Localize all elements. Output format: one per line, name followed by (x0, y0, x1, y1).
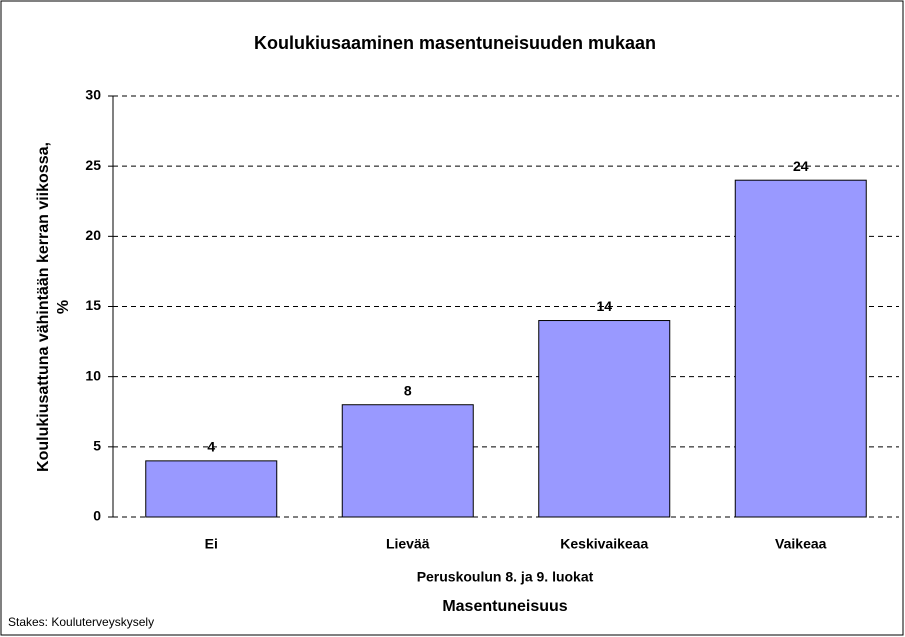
y-tick-label: 20 (85, 227, 101, 243)
x-tick-label: Vaikeaa (775, 536, 827, 552)
y-axis-label: % (55, 300, 72, 314)
x-tick-label: Keskivaikeaa (560, 536, 648, 552)
bar (145, 460, 278, 518)
x-subtitle: Peruskoulun 8. ja 9. luokat (417, 569, 594, 585)
source: Stakes: Kouluterveyskysely (8, 615, 154, 629)
data-label: 24 (793, 158, 809, 174)
bar (538, 320, 671, 518)
chart-title: Koulukiusaaminen masentuneisuuden mukaan (254, 33, 656, 53)
data-label: 4 (207, 439, 215, 455)
y-tick-label: 15 (85, 297, 101, 313)
y-tick-label: 0 (93, 508, 101, 524)
y-tick-label: 10 (85, 367, 101, 383)
y-axis-label: Koulukiusattuna vähintään kerran viikoss… (35, 142, 52, 472)
x-tick-label: Lievää (386, 536, 430, 552)
data-label: 8 (404, 382, 412, 398)
bar (341, 404, 474, 518)
bar (734, 179, 867, 518)
y-tick-label: 25 (85, 157, 101, 173)
x-axis-label: Masentuneisuus (442, 598, 567, 615)
x-tick-label: Ei (205, 536, 218, 552)
data-label: 14 (596, 298, 612, 314)
y-tick-label: 30 (85, 87, 101, 103)
y-tick-label: 5 (93, 438, 101, 454)
